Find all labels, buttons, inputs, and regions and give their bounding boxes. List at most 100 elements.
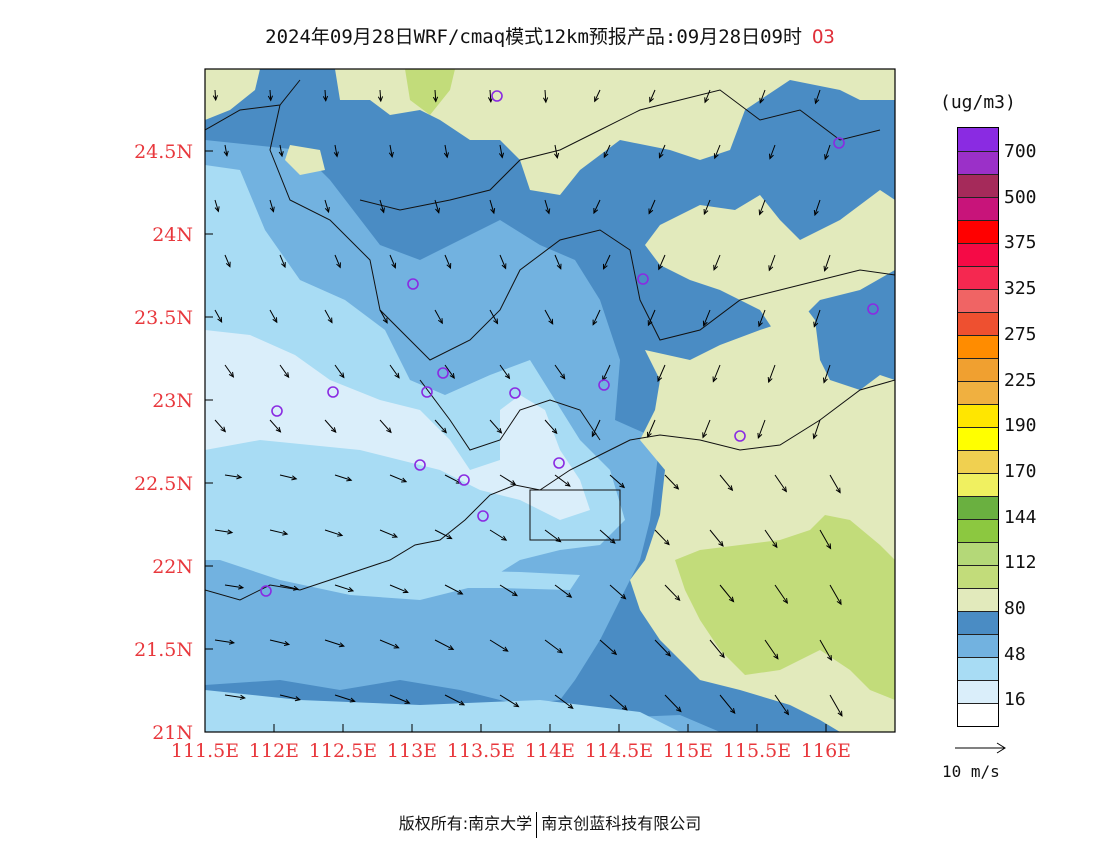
colorbar-swatch	[958, 427, 998, 450]
wind-arrow	[489, 199, 496, 215]
wind-arrow	[647, 309, 656, 327]
wind-arrow	[224, 364, 235, 378]
wind-arrow	[719, 694, 736, 714]
wind-arrow	[594, 89, 601, 103]
wind-arrow	[279, 474, 298, 481]
wind-arrow	[813, 199, 821, 217]
wind-arrow	[658, 144, 666, 159]
wind-vectors	[212, 89, 843, 717]
wind-arrow	[267, 89, 274, 102]
wind-arrow	[324, 419, 337, 433]
wind-arrow	[824, 144, 831, 161]
footer-separator	[536, 811, 538, 838]
wind-arrow	[279, 364, 290, 379]
wind-arrow	[444, 584, 464, 595]
fill-bin-32-48	[440, 570, 580, 590]
wind-arrow	[214, 199, 220, 213]
wind-arrow	[591, 419, 601, 438]
colorbar-label: 170	[1004, 460, 1037, 482]
x-tick-label: 116E	[801, 740, 851, 762]
x-tick-label: 114.5E	[585, 740, 653, 762]
wind-arrow	[648, 199, 656, 215]
colorbar-label: 700	[1004, 141, 1037, 162]
wind-arrow	[554, 694, 574, 709]
wind-arrow	[757, 419, 766, 439]
wind-arrow	[499, 254, 507, 270]
site-marker	[491, 90, 503, 102]
wind-arrow	[434, 419, 447, 434]
wind-arrow	[829, 584, 842, 606]
wind-arrow	[758, 309, 766, 328]
x-tick-label: 112.5E	[309, 740, 377, 762]
wind-arrow	[269, 529, 289, 536]
wind-arrow	[379, 639, 400, 649]
fill-bin-96-112	[405, 69, 455, 115]
wind-arrow	[499, 474, 517, 486]
wind-arrow	[434, 309, 443, 325]
wind-arrow	[489, 529, 508, 541]
wind-arrow	[224, 694, 246, 700]
wind-arrow	[702, 419, 711, 439]
wind-arrow	[434, 639, 455, 650]
wind-arrow	[603, 144, 611, 159]
wind-arrow	[713, 254, 721, 271]
colorbar-swatch	[958, 381, 998, 404]
wind-arrow	[377, 89, 384, 103]
colorbar-label: 80	[1004, 598, 1026, 619]
colorbar-swatch	[958, 289, 998, 312]
x-tick-label: 113.5E	[447, 740, 515, 762]
site-marker	[598, 379, 610, 391]
wind-arrow	[603, 254, 611, 270]
wind-arrow	[322, 89, 329, 102]
colorbar-swatch	[958, 611, 998, 634]
wind-arrow	[334, 584, 355, 592]
wind-arrow	[434, 199, 441, 214]
site-marker	[509, 387, 521, 399]
colorbar-swatch	[958, 565, 998, 588]
wind-arrow	[278, 144, 284, 158]
shenzhen-box	[529, 489, 621, 541]
colorbar-label: 500	[1004, 186, 1037, 208]
wind-arrow	[443, 144, 449, 159]
wind-arrow	[758, 199, 766, 216]
colorbar-swatch	[958, 358, 998, 381]
wind-arrow	[544, 309, 554, 325]
fill-bin-96-112	[675, 515, 895, 700]
wind-arrow	[554, 474, 571, 487]
wind-arrow	[269, 309, 278, 324]
fill-bin-80-96	[285, 145, 325, 175]
colorbar-swatch	[958, 404, 998, 427]
colorbar-swatch	[958, 151, 998, 174]
wind-reference-arrow	[955, 742, 1006, 754]
wind-arrow	[334, 364, 345, 379]
wind-arrow	[389, 474, 408, 483]
colorbar-label: 375	[1004, 232, 1037, 254]
colorbar-label: 325	[1004, 278, 1037, 300]
site-marker	[271, 405, 283, 417]
colorbar-label: 190	[1004, 415, 1037, 437]
y-tick-label: 22N	[152, 556, 193, 578]
site-marker	[458, 474, 470, 486]
wind-arrow	[489, 309, 499, 325]
wind-arrow	[829, 694, 843, 717]
colorbar-unit: (ug/m3)	[940, 92, 1016, 113]
site-marker	[414, 459, 426, 471]
colorbar-label: 275	[1004, 323, 1037, 345]
fill-bin-80-96	[335, 69, 895, 195]
colorbar-swatch	[958, 473, 998, 496]
site-marker	[407, 278, 419, 290]
wind-arrow	[819, 639, 833, 662]
colorbar-swatch	[958, 542, 998, 565]
wind-arrow	[279, 584, 300, 591]
wind-arrow	[704, 89, 711, 104]
wind-arrow	[654, 639, 672, 657]
colorbar-swatch	[958, 335, 998, 358]
wind-arrow	[664, 474, 680, 490]
site-marker	[421, 386, 433, 398]
wind-arrow	[544, 199, 551, 215]
wind-arrow	[819, 529, 832, 550]
wind-arrow	[379, 529, 399, 538]
wind-arrow	[279, 254, 286, 269]
colorbar-swatch	[958, 174, 998, 197]
monitoring-sites	[260, 90, 879, 597]
